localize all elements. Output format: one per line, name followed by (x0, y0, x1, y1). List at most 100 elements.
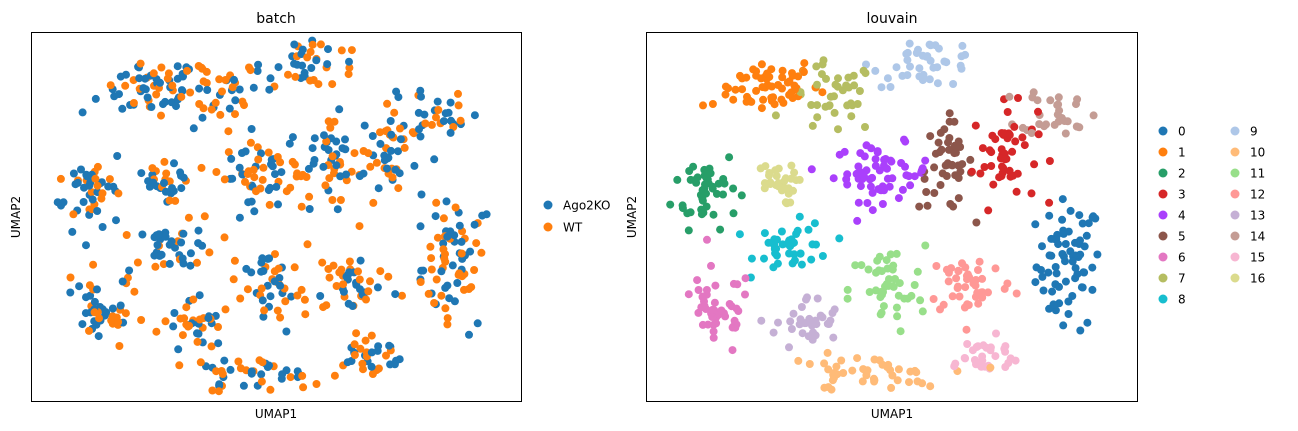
louvain-point-cluster-6 (693, 276, 702, 285)
louvain-point-cluster-8 (810, 219, 819, 228)
louvain-point-cluster-0 (1031, 278, 1040, 287)
batch-point-Ago2KO (108, 304, 117, 313)
louvain-point-cluster-15 (986, 346, 995, 355)
louvain-point-cluster-10 (832, 362, 841, 371)
batch-point-WT (273, 306, 282, 315)
batch-point-Ago2KO (319, 162, 328, 171)
louvain-point-cluster-11 (875, 252, 884, 261)
louvain-point-cluster-13 (774, 318, 782, 327)
louvain-point-cluster-16 (777, 186, 786, 195)
louvain-point-cluster-7 (843, 101, 852, 110)
batch-point-Ago2KO (93, 207, 102, 215)
louvain-point-cluster-4 (807, 165, 816, 174)
louvain-point-cluster-9 (871, 66, 880, 75)
batch-point-Ago2KO (179, 229, 188, 238)
batch-point-Ago2KO (115, 90, 123, 99)
batch-point-Ago2KO (235, 213, 244, 222)
batch-point-WT (318, 258, 327, 267)
louvain-point-cluster-14 (1029, 88, 1038, 97)
batch-point-WT (243, 170, 252, 178)
louvain-point-cluster-12 (952, 274, 961, 283)
batch-point-WT (432, 198, 441, 207)
louvain-point-cluster-0 (1045, 211, 1054, 220)
batch-point-Ago2KO (267, 155, 276, 164)
louvain-point-cluster-1 (738, 85, 747, 94)
louvain-point-cluster-11 (918, 307, 927, 316)
louvain-point-cluster-1 (769, 93, 778, 102)
batch-point-Ago2KO (443, 281, 452, 290)
batch-point-Ago2KO (376, 139, 385, 148)
louvain-point-cluster-3 (1005, 131, 1014, 139)
batch-point-WT (330, 117, 339, 126)
batch-point-WT (455, 269, 464, 278)
batch-point-Ago2KO (368, 132, 377, 140)
louvain-point-cluster-4 (888, 174, 897, 183)
batch-panel: batch UMAP1 UMAP2 Ago2KO WT (9, 11, 610, 421)
batch-point-WT (196, 358, 205, 367)
louvain-point-cluster-12 (939, 300, 948, 309)
louvain-point-cluster-3 (978, 144, 987, 153)
batch-point-Ago2KO (455, 221, 464, 230)
louvain-point-cluster-2 (698, 194, 707, 203)
batch-point-Ago2KO (112, 216, 120, 225)
batch-point-WT (472, 239, 481, 248)
louvain-point-cluster-9 (923, 52, 932, 61)
batch-point-Ago2KO (149, 178, 158, 187)
batch-point-Ago2KO (446, 98, 455, 107)
louvain-point-cluster-15 (950, 362, 959, 371)
batch-point-Ago2KO (137, 169, 146, 178)
louvain-point-cluster-2 (690, 176, 699, 185)
louvain-point-cluster-3 (1034, 130, 1043, 139)
louvain-point-cluster-11 (889, 261, 898, 270)
batch-point-Ago2KO (170, 309, 179, 317)
louvain-point-cluster-0 (1048, 287, 1057, 296)
batch-point-Ago2KO (250, 207, 259, 216)
louvain-point-cluster-0 (1058, 215, 1067, 224)
batch-point-WT (193, 337, 202, 346)
batch-point-WT (175, 361, 184, 370)
batch-point-Ago2KO (241, 147, 250, 156)
louvain-point-cluster-0 (1071, 264, 1080, 273)
louvain-point-cluster-1 (759, 95, 768, 104)
batch-point-Ago2KO (473, 319, 482, 328)
louvain-point-cluster-8 (771, 249, 780, 258)
louvain-point-cluster-12 (978, 274, 987, 283)
louvain-point-cluster-9 (942, 58, 951, 67)
louvain-legend-label-4: 4 (1178, 209, 1186, 223)
louvain-point-cluster-0 (1078, 219, 1087, 228)
louvain-point-cluster-13 (813, 294, 822, 303)
louvain-point-cluster-1 (786, 89, 795, 98)
louvain-point-cluster-7 (808, 121, 817, 130)
batch-point-Ago2KO (336, 172, 345, 181)
batch-point-Ago2KO (168, 184, 176, 193)
batch-point-WT (214, 387, 223, 396)
batch-point-Ago2KO (177, 171, 185, 180)
batch-point-Ago2KO (312, 56, 321, 65)
batch-point-Ago2KO (290, 40, 299, 49)
batch-point-WT (137, 316, 146, 324)
batch-point-WT (443, 314, 452, 323)
batch-point-WT (298, 170, 307, 179)
louvain-point-cluster-0 (1076, 236, 1084, 245)
louvain-point-cluster-13 (829, 333, 838, 342)
louvain-point-cluster-2 (678, 201, 687, 210)
batch-point-Ago2KO (226, 365, 235, 374)
batch-point-Ago2KO (235, 163, 244, 172)
louvain-legend-marker-6 (1158, 252, 1168, 262)
louvain-point-cluster-14 (1075, 123, 1084, 132)
batch-point-Ago2KO (231, 96, 240, 105)
batch-point-WT (105, 175, 114, 184)
batch-point-Ago2KO (75, 282, 84, 291)
batch-point-Ago2KO (254, 60, 263, 69)
louvain-point-cluster-1 (729, 95, 738, 104)
batch-point-WT (66, 273, 75, 282)
louvain-point-cluster-8 (760, 229, 769, 238)
louvain-point-cluster-14 (1073, 95, 1082, 104)
batch-point-Ago2KO (225, 104, 234, 113)
louvain-point-cluster-2 (697, 210, 706, 219)
louvain-point-cluster-8 (793, 226, 802, 235)
louvain-point-cluster-2 (683, 209, 692, 218)
louvain-point-cluster-2 (709, 210, 718, 219)
batch-point-WT (439, 214, 448, 223)
batch-point-WT (112, 313, 121, 322)
